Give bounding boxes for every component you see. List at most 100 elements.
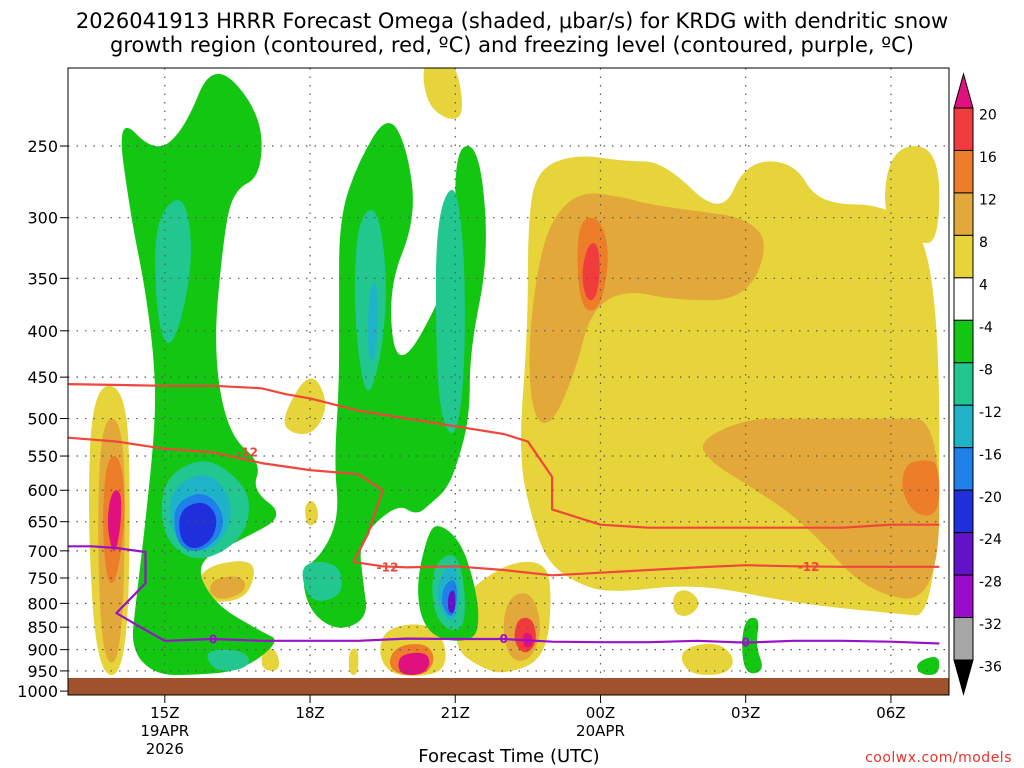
y-tick-label-700: 700 (27, 542, 58, 561)
y-tick-label-450: 450 (27, 368, 58, 387)
ground-strip (68, 678, 949, 695)
omega-region-20-17 (398, 652, 430, 675)
y-tick-label-550: 550 (27, 447, 58, 466)
omega-region--12-38 (302, 561, 342, 601)
colorbar-top-arrow (953, 72, 974, 109)
omega-region--16-40 (368, 283, 378, 361)
y-tick-label-750: 750 (27, 569, 58, 588)
x-tick-label-00Z: 00Z (586, 704, 615, 722)
omega-region--24-44 (179, 502, 217, 549)
y-tick-label-850: 850 (27, 618, 58, 637)
colorbar-label-20: 20 (979, 108, 997, 124)
colorbar-label--20: -20 (979, 490, 1002, 506)
colorbar-box-3 (953, 234, 974, 279)
chart-title-line-1: 2026041913 HRRR Forecast Omega (shaded, … (76, 9, 948, 33)
x-tick-label-21Z: 21Z (441, 704, 470, 722)
dgz-contour-2 (68, 436, 940, 577)
x-tick-label-15Z: 15Z (150, 704, 179, 722)
omega-region--8-28 (303, 122, 486, 628)
y-tick-label-350: 350 (27, 269, 58, 288)
source-credit: coolwx.com/models (865, 750, 1012, 766)
omega-region--8-31 (917, 657, 940, 675)
omega-region-4-21 (305, 501, 319, 526)
colorbar-label-12: 12 (979, 193, 997, 209)
y-tick-label-800: 800 (27, 594, 58, 613)
omega-region--12-34 (207, 649, 250, 671)
y-tick-label-650: 650 (27, 513, 58, 532)
x-tick-label-03Z: 03Z (731, 704, 760, 722)
colorbar-label-8: 8 (979, 235, 988, 251)
omega-region-8-19 (210, 576, 246, 599)
x-tick-date-00Z: 20APR (576, 722, 625, 740)
colorbar-box-7 (953, 404, 974, 449)
plot-area: -12 -12 -12 0 0 0 (67, 67, 950, 696)
omega-region-16-9 (582, 243, 600, 301)
colorbar-box-6 (953, 362, 974, 406)
colorbar-box-11 (953, 574, 974, 619)
y-axis: 250 300 350 400 450 500 550 600 650 700 750 800 850 9… (17, 137, 68, 701)
y-tick-label-500: 500 (27, 410, 58, 429)
colorbar-label--8: -8 (979, 362, 993, 378)
colorbar-box-8 (953, 447, 974, 491)
omega-region--12-32 (155, 200, 191, 344)
omega-region-4-5 (885, 146, 940, 244)
freezing-label-1: 0 (209, 632, 217, 646)
colorbar-box-2 (953, 192, 974, 236)
y-tick-label-300: 300 (27, 209, 58, 228)
x-axis-title: Forecast Time (UTC) (418, 746, 599, 767)
plot-frame (67, 67, 950, 696)
colorbar-box-1 (953, 149, 974, 194)
y-tick-label-400: 400 (27, 322, 58, 341)
x-tick-year-15Z: 2026 (146, 740, 184, 758)
omega-region-4-22 (423, 68, 463, 119)
colorbar-label--12: -12 (979, 405, 1002, 421)
y-tick-label-950: 950 (27, 662, 58, 681)
omega-region-4-23 (673, 590, 699, 616)
colorbar-label-4: 4 (979, 277, 988, 293)
y-tick-label-250: 250 (27, 137, 58, 156)
dgz-label-lower-2: -12 (798, 560, 820, 574)
omega-region--12-36 (435, 189, 465, 434)
omega-region-20-3 (107, 490, 122, 551)
omega-shading-layer (89, 68, 940, 676)
omega-region-4-20 (284, 378, 326, 434)
colorbar-box-0 (953, 107, 974, 151)
x-tick-date-15Z: 19APR (140, 722, 189, 740)
colorbar-bottom-arrow (953, 659, 974, 696)
colorbar-label--4: -4 (979, 320, 993, 336)
omega-region-8-7 (702, 418, 940, 599)
omega-region-4-25 (261, 648, 280, 671)
dgz-contour-1 (68, 383, 940, 529)
contour-layer: -12 -12 -12 0 0 0 (68, 383, 940, 650)
colorbar-box-12 (953, 617, 974, 661)
y-tick-label-900: 900 (27, 641, 58, 660)
freezing-label-2: 0 (499, 632, 507, 646)
freezing-label-3: 0 (742, 636, 750, 650)
x-tick-label-06Z: 06Z (876, 704, 905, 722)
colorbar-label--16: -16 (979, 447, 1002, 463)
y-tick-label-600: 600 (27, 481, 58, 500)
colorbar-label--28: -28 (979, 575, 1002, 591)
omega-region-4-26 (681, 643, 733, 675)
omega-region--28-45 (448, 590, 456, 614)
omega-region-12-10 (902, 460, 940, 516)
colorbar-label-16: 16 (979, 150, 997, 166)
colorbar: 20 16 12 8 4 -4 -8 -12 -16 -20 -24 -28 -32 -36 (953, 72, 1002, 696)
dgz-label-upper: -12 (236, 445, 258, 459)
y-tick-label-1000: 1000 (17, 682, 58, 701)
omega-region--8-30 (742, 617, 762, 674)
colorbar-box-10 (953, 532, 974, 576)
colorbar-box-5 (953, 319, 974, 364)
chart-title-line-2: growth region (contoured, red, ºC) and f… (110, 33, 914, 57)
omega-region-4-24 (348, 648, 359, 675)
colorbar-label--32: -32 (979, 617, 1002, 633)
colorbar-label--36: -36 (979, 660, 1002, 676)
freezing-level-contour (68, 545, 940, 645)
x-tick-label-18Z: 18Z (295, 704, 324, 722)
colorbar-label--24: -24 (979, 532, 1002, 548)
colorbar-box-9 (953, 489, 974, 534)
dgz-label-lower-1: -12 (377, 560, 399, 574)
colorbar-box-4 (953, 277, 974, 321)
